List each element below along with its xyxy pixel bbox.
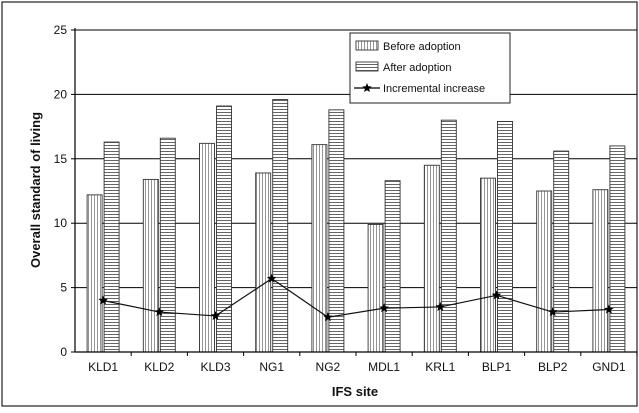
x-tick-label-KLD2: KLD2: [144, 360, 174, 374]
x-tick-label-BLP1: BLP1: [482, 360, 512, 374]
legend-swatch-1: [355, 61, 379, 72]
bars: [86, 99, 626, 353]
legend-label-0: Before adoption: [383, 41, 461, 53]
bar-after-KLD1: [103, 141, 120, 353]
y-tick-label-25: 25: [54, 23, 68, 37]
y-axis-title: Overall standard of living: [28, 112, 43, 268]
x-tick-label-MDL1: MDL1: [368, 360, 400, 374]
bar-before-BLP2: [536, 190, 553, 353]
bar-after-MDL1: [384, 180, 401, 353]
incremental-point-NG2: [323, 312, 333, 322]
legend-label-2: Incremental increase: [383, 83, 485, 95]
bar-after-GND1: [609, 145, 626, 353]
x-tick-label-KLD1: KLD1: [88, 360, 118, 374]
x-tick-label-NG1: NG1: [259, 360, 284, 374]
incremental-line: [98, 273, 614, 322]
bar-before-KLD1: [86, 194, 103, 353]
incremental-point-KLD3: [210, 310, 221, 320]
y-tick-label-20: 20: [54, 87, 68, 101]
bar-after-BLP1: [497, 120, 513, 353]
y-tick-label-0: 0: [60, 345, 67, 359]
bar-before-NG1: [255, 172, 272, 353]
bar-after-KLD2: [159, 137, 176, 353]
bar-before-KRL1: [423, 164, 440, 353]
y-tick-label-15: 15: [54, 152, 68, 166]
legend-star-marker: [362, 83, 372, 93]
bar-before-KLD2: [142, 178, 159, 353]
legend: Before adoption After adoption Incremental…: [349, 32, 511, 104]
x-tick-label-KLD3: KLD3: [200, 360, 230, 374]
x-tick-label-GND1: GND1: [592, 360, 626, 374]
y-tick-label-5: 5: [60, 281, 67, 295]
incremental-point-KLD2: [154, 307, 165, 317]
incremental-point-KRL1: [435, 301, 446, 311]
incremental-point-BLP2: [547, 307, 558, 317]
tick-labels: 0 5 10 15 20 25 KLD1 KLD2 KLD3 NG1 NG2 MDL1 KRL1 BLP1…: [54, 23, 626, 374]
axes: [71, 28, 638, 356]
legend-label-1: After adoption: [383, 62, 452, 74]
bar-before-KLD3: [199, 142, 215, 353]
incremental-point-BLP1: [491, 290, 502, 300]
bar-before-NG2: [311, 144, 328, 353]
bar-before-GND1: [592, 189, 609, 353]
bar-after-KRL1: [440, 119, 457, 353]
incremental-increase-line: [102, 277, 609, 318]
legend-swatch-0: [355, 40, 379, 51]
incremental-point-KLD1: [98, 295, 108, 305]
x-tick-label-NG2: NG2: [316, 360, 341, 374]
bar-before-MDL1: [367, 224, 384, 353]
incremental-point-NG1: [266, 273, 277, 283]
x-axis-title: IFS site: [332, 384, 378, 399]
incremental-point-GND1: [604, 304, 614, 314]
x-tick-label-KRL1: KRL1: [425, 360, 455, 374]
y-tick-label-10: 10: [54, 216, 68, 230]
incremental-point-MDL1: [379, 303, 389, 313]
bar-after-NG1: [272, 99, 289, 353]
bar-after-BLP2: [553, 150, 570, 353]
bar-before-BLP1: [480, 177, 496, 353]
x-tick-label-BLP2: BLP2: [538, 360, 568, 374]
